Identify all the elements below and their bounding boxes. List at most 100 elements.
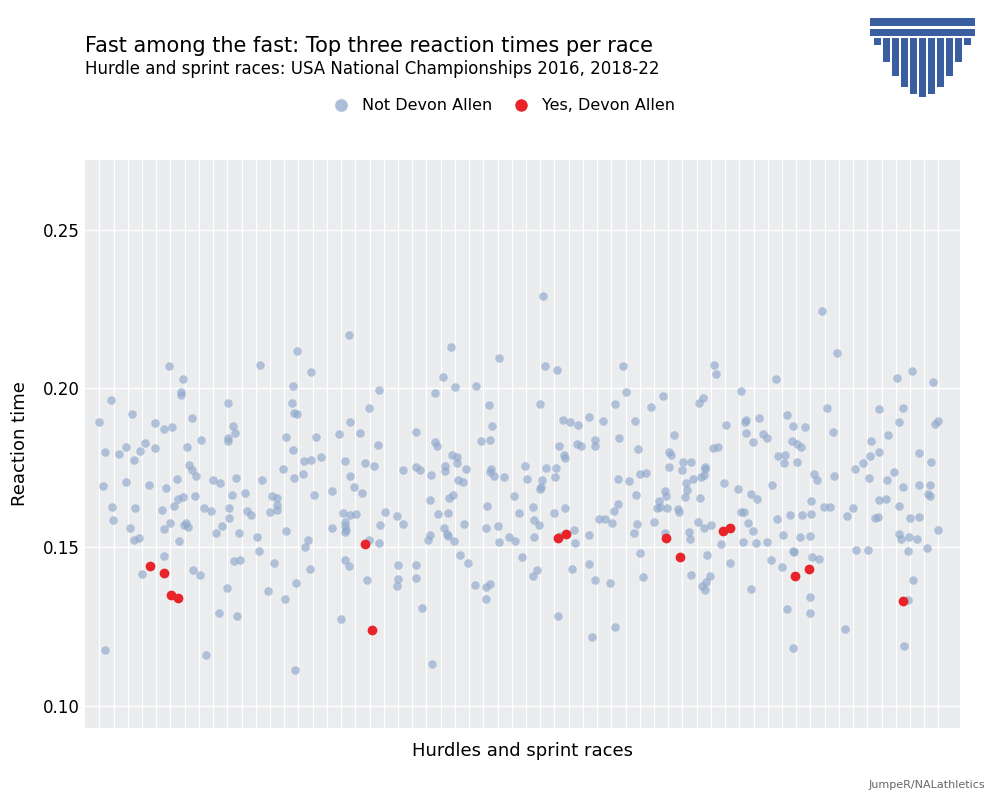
Point — [437, 460, 453, 473]
Point — [208, 526, 224, 539]
Point — [699, 548, 715, 561]
Point — [922, 490, 938, 502]
Point — [904, 364, 920, 377]
Point — [214, 520, 230, 533]
Point — [226, 554, 242, 567]
Point — [549, 364, 565, 377]
Point — [262, 506, 278, 518]
Point — [806, 467, 822, 480]
Point — [759, 431, 775, 444]
Point — [484, 420, 500, 433]
Point — [445, 489, 461, 502]
Point — [220, 397, 236, 410]
Point — [893, 532, 909, 545]
Point — [517, 460, 533, 473]
Point — [657, 526, 673, 539]
Point — [447, 380, 463, 393]
Point — [221, 512, 237, 525]
Point — [550, 610, 566, 622]
Point — [184, 411, 200, 424]
Point — [822, 500, 838, 513]
Point — [491, 536, 507, 549]
Bar — [919, 38, 926, 97]
Point — [532, 398, 548, 410]
Point — [296, 454, 312, 467]
Point — [681, 526, 697, 538]
Point — [105, 514, 121, 526]
Point — [789, 455, 805, 468]
Point — [278, 525, 294, 538]
Point — [506, 490, 522, 502]
Point — [777, 449, 793, 462]
Point — [738, 426, 754, 439]
Point — [556, 449, 572, 462]
Point — [132, 444, 148, 457]
Point — [698, 576, 714, 589]
Point — [871, 494, 887, 506]
Point — [870, 511, 886, 524]
Point — [736, 506, 752, 518]
Point — [564, 562, 580, 575]
Point — [225, 420, 241, 433]
Point — [755, 427, 771, 440]
Point — [880, 428, 896, 441]
Point — [658, 531, 674, 544]
Point — [743, 582, 759, 595]
Point — [809, 474, 825, 486]
Point — [473, 434, 489, 447]
Point — [422, 529, 438, 542]
Point — [193, 434, 209, 446]
Point — [134, 567, 150, 580]
Point — [456, 517, 472, 530]
Point — [801, 563, 817, 576]
Point — [348, 507, 364, 520]
Point — [811, 552, 827, 565]
Point — [626, 526, 642, 539]
Point — [341, 328, 357, 341]
Point — [584, 630, 600, 643]
Point — [562, 416, 578, 429]
Point — [161, 360, 177, 373]
Point — [615, 359, 631, 372]
Point — [552, 530, 568, 542]
Point — [743, 487, 759, 500]
Point — [785, 419, 801, 432]
Point — [181, 459, 197, 472]
Point — [692, 492, 708, 505]
Point — [643, 401, 659, 414]
Point — [184, 464, 200, 477]
Point — [658, 490, 674, 502]
Point — [674, 464, 690, 477]
Point — [909, 533, 925, 546]
Point — [482, 434, 498, 446]
Point — [696, 469, 712, 482]
Point — [745, 525, 761, 538]
Point — [122, 522, 138, 534]
Point — [555, 414, 571, 426]
Point — [782, 509, 798, 522]
Point — [649, 502, 665, 514]
Point — [803, 494, 819, 507]
Point — [847, 462, 863, 475]
Point — [535, 290, 551, 302]
Point — [587, 434, 603, 446]
Point — [171, 534, 187, 547]
Point — [154, 504, 170, 517]
Point — [467, 579, 483, 592]
Point — [607, 398, 623, 410]
Point — [683, 569, 699, 582]
Point — [895, 402, 911, 414]
Point — [278, 430, 294, 443]
Point — [697, 584, 713, 597]
Point — [621, 475, 637, 488]
Point — [557, 451, 573, 464]
Point — [277, 593, 293, 606]
Point — [104, 501, 120, 514]
Point — [251, 544, 267, 557]
Point — [722, 557, 738, 570]
Point — [628, 488, 644, 501]
Point — [440, 506, 456, 519]
Point — [173, 386, 189, 398]
Point — [716, 476, 732, 489]
Bar — [901, 38, 908, 86]
